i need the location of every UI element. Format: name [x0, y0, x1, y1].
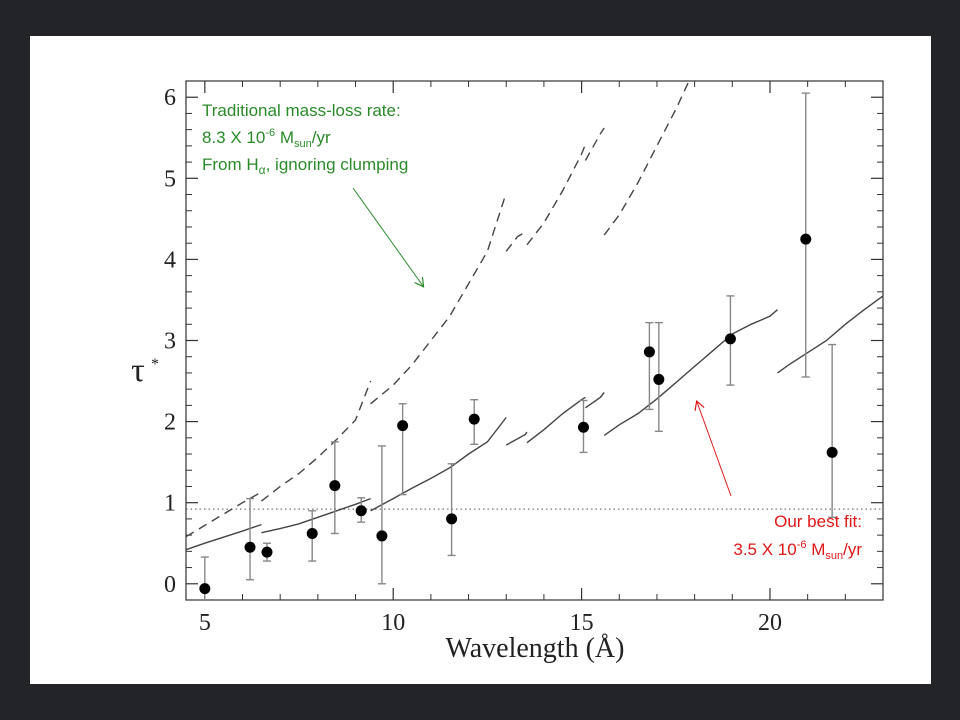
annotation-traditional-line1: Traditional mass-loss rate: — [202, 101, 401, 120]
annotation-traditional-line2: 8.3 X 10-6 Msun/yr — [202, 127, 331, 150]
traditional-model-curve-segment — [603, 80, 690, 236]
annotation-best-fit-line2: 3.5 X 10-6 Msun/yr — [733, 539, 862, 562]
best-fit-curve-segment — [370, 417, 507, 512]
data-point — [446, 513, 458, 525]
annotation-traditional: Traditional mass-loss rate: 8.3 X 10-6 M… — [202, 101, 423, 286]
best-fit-curve-segment — [261, 497, 371, 534]
data-point — [724, 333, 736, 345]
y-tick-label: 4 — [164, 247, 176, 273]
traditional-model-curve-segment — [505, 230, 528, 252]
best-fit-curve-segment — [777, 295, 884, 374]
annotation-traditional-line3: From Hα, ignoring clumping — [202, 155, 408, 177]
y-tick-label: 5 — [164, 166, 176, 192]
chart: 5 10 15 20 0 1 2 3 4 5 6 Wavelength (Å) τ * Tradit… — [131, 80, 884, 664]
best-fit-curve-segment — [185, 523, 262, 551]
model-curves — [185, 80, 884, 551]
data-point — [643, 346, 655, 358]
data-point — [800, 233, 812, 245]
x-tick-label: 5 — [199, 610, 211, 636]
traditional-model-curve-segment — [370, 192, 507, 405]
data-point — [199, 583, 211, 595]
annotation-best-fit: Our best fit: 3.5 X 10-6 Msun/yr — [697, 402, 862, 562]
data-point — [826, 446, 838, 458]
data-point — [329, 480, 341, 492]
y-axis-title: τ * — [131, 352, 159, 389]
y-tick-label: 6 — [164, 85, 176, 111]
data-point — [468, 413, 480, 425]
data-point — [376, 530, 388, 542]
arrow-best-fit — [697, 402, 732, 497]
data-points — [199, 92, 838, 600]
arrow-traditional — [352, 187, 423, 286]
data-point — [397, 420, 409, 432]
best-fit-curve-segment — [584, 391, 605, 409]
traditional-model-curve-segment — [526, 144, 587, 246]
axis-ticks: 5 10 15 20 0 1 2 3 4 5 6 — [164, 81, 884, 636]
y-tick-label: 2 — [164, 410, 176, 436]
data-point — [306, 528, 318, 540]
x-axis-title: Wavelength (Å) — [446, 633, 625, 664]
best-fit-curve-segment — [603, 309, 778, 436]
data-point — [355, 505, 367, 517]
x-tick-label: 20 — [758, 610, 782, 636]
best-fit-curve-segment — [505, 431, 528, 446]
data-point — [577, 421, 589, 433]
y-tick-label: 3 — [164, 329, 176, 355]
best-fit-curve-segment — [526, 396, 586, 444]
y-tick-label: 1 — [164, 491, 176, 517]
data-point — [244, 541, 256, 553]
annotation-best-fit-line1: Our best fit: — [774, 512, 862, 531]
x-tick-label: 10 — [381, 610, 405, 636]
svg-text:*: * — [151, 356, 159, 373]
data-point — [653, 373, 665, 385]
x-tick-label: 15 — [570, 610, 594, 636]
slide: 5 10 15 20 0 1 2 3 4 5 6 Wavelength (Å) τ * Tradit… — [30, 36, 931, 684]
data-point — [261, 546, 273, 558]
svg-text:τ: τ — [131, 352, 145, 389]
y-tick-label: 0 — [164, 572, 176, 598]
traditional-model-curve-segment — [260, 380, 372, 502]
traditional-model-curve-segment — [584, 127, 605, 161]
